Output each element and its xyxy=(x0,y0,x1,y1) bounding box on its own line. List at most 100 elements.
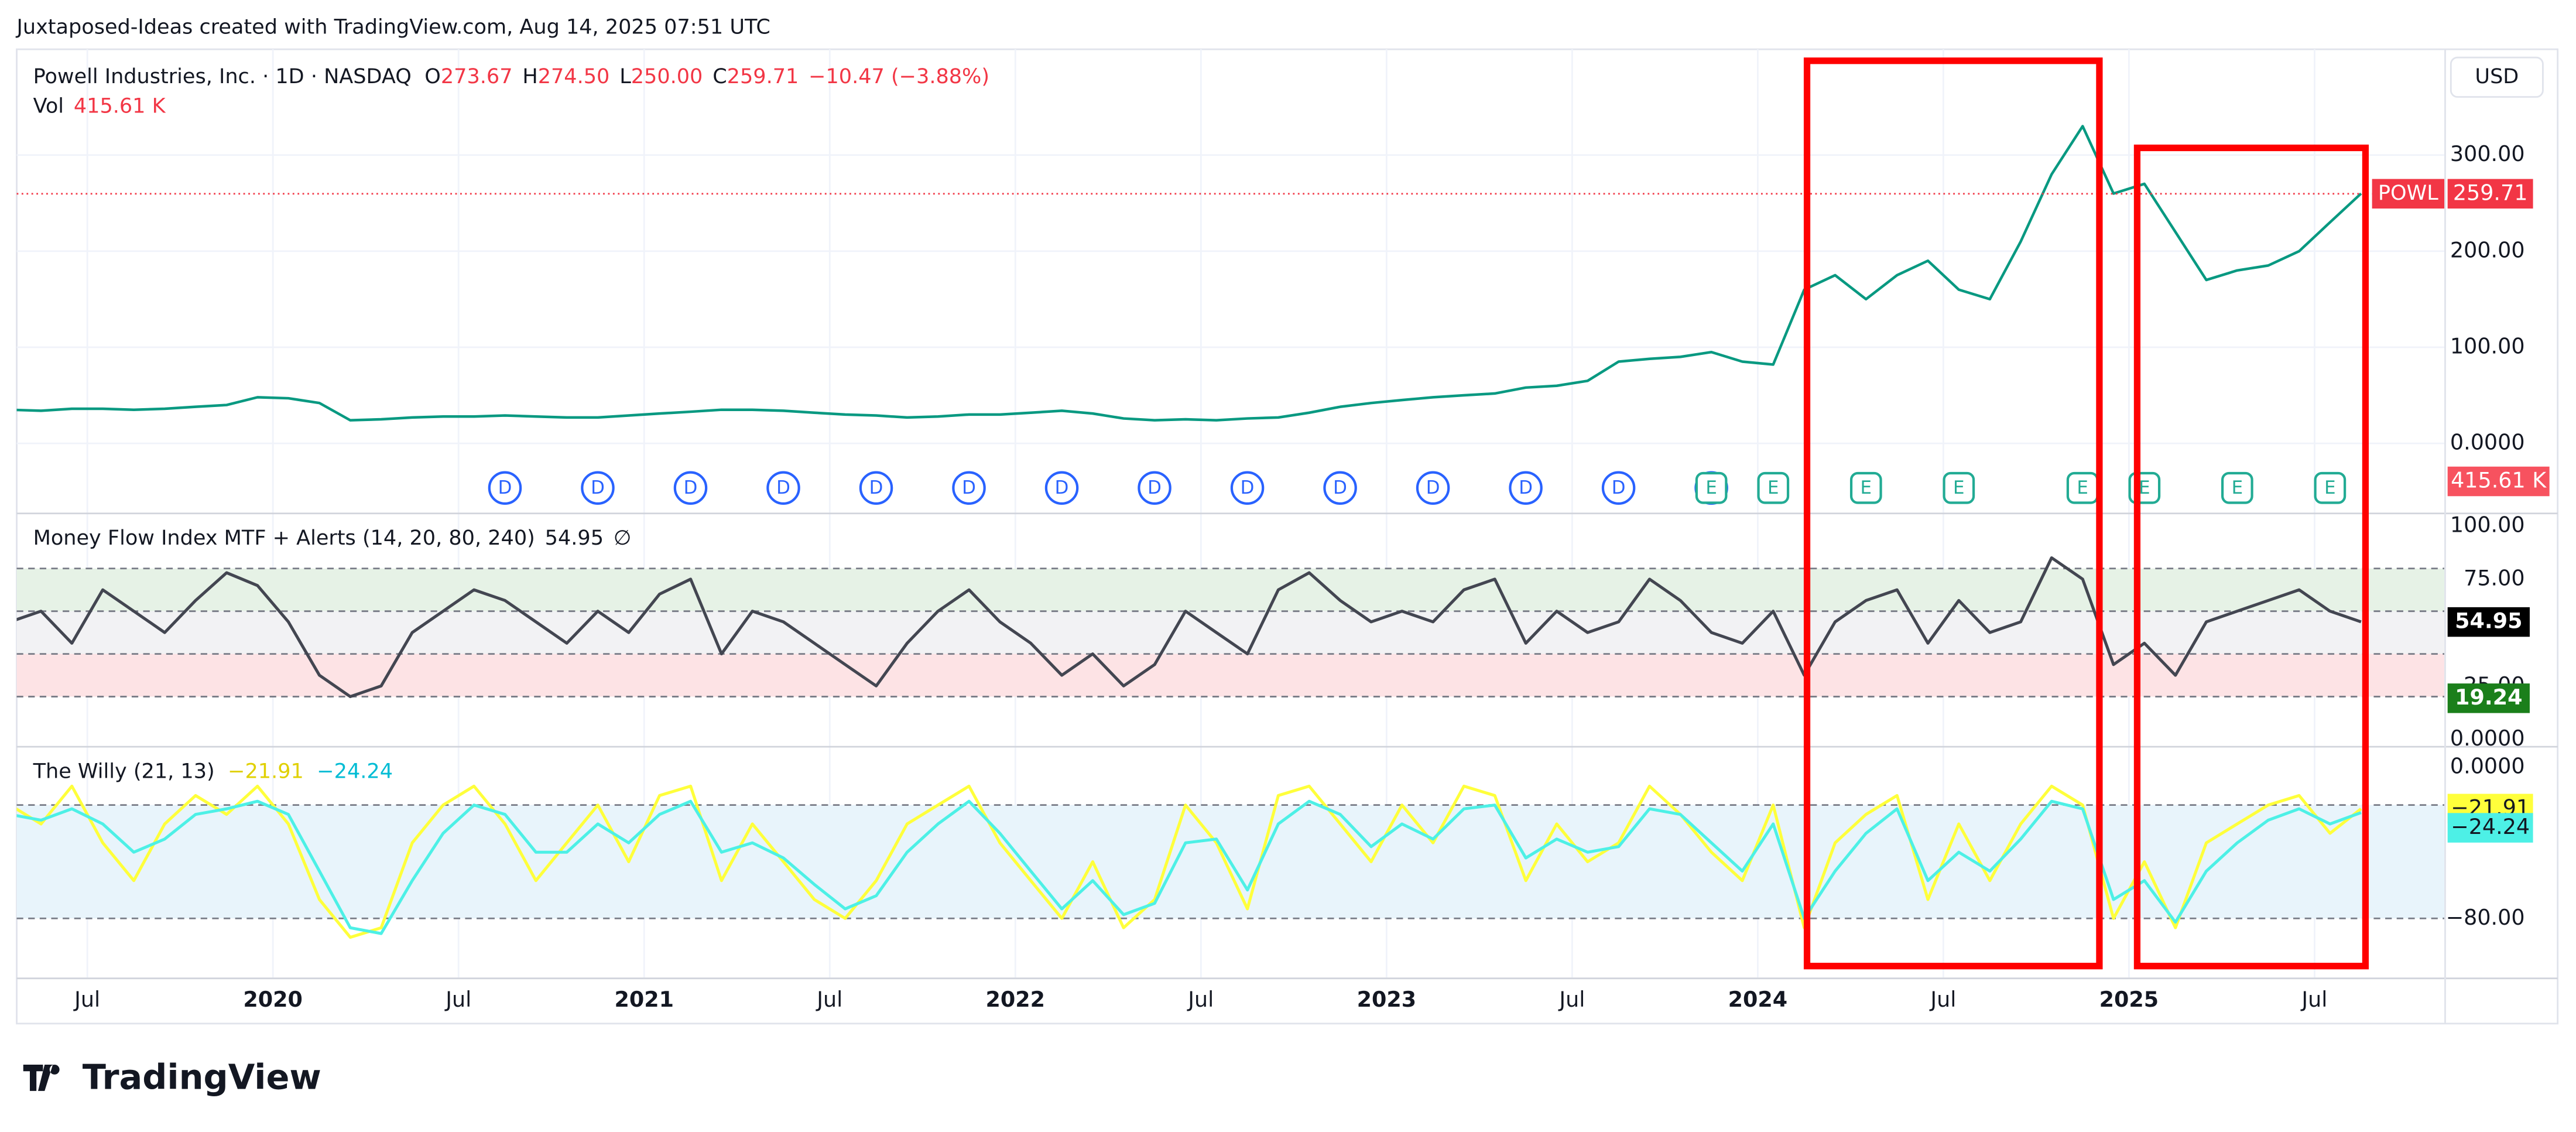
value-tag xyxy=(2447,607,2530,637)
legend-title: Powell Industries, Inc. · 1D · NASDAQ xyxy=(33,64,412,88)
willy-value: −21.91 xyxy=(228,760,304,784)
x-tick-label: Jul xyxy=(444,987,471,1012)
ohlc-value: 250.00 xyxy=(631,64,703,88)
ohlc-key: L xyxy=(619,64,631,88)
x-tick-label: 2022 xyxy=(986,987,1045,1012)
attribution: Juxtaposed-Ideas created with TradingVie… xyxy=(16,15,770,39)
event-marker xyxy=(859,471,893,505)
willy-title: The Willy (21, 13) xyxy=(33,760,215,784)
value-tag-label: 19.24 xyxy=(2455,685,2522,710)
mfi-symbol: ∅ xyxy=(614,526,632,550)
x-tick-label: 2024 xyxy=(1728,987,1788,1012)
value-tag-label: −24.24 xyxy=(2451,814,2530,839)
currency-button[interactable] xyxy=(2450,56,2544,98)
volume-tag-label: 415.61 K xyxy=(2451,468,2547,493)
legend: Powell Industries, Inc. · 1D · NASDAQ O27… xyxy=(33,64,989,88)
event-label: D xyxy=(1612,477,1626,498)
currency[interactable]: USD xyxy=(2475,64,2519,88)
band xyxy=(16,568,2445,611)
event-marker xyxy=(1601,471,1636,505)
event-marker xyxy=(1230,471,1265,505)
x-tick-label: Jul xyxy=(1558,987,1585,1012)
event-label: D xyxy=(591,477,605,498)
ohlc-value: 273.67 xyxy=(441,64,513,88)
ohlc-value: 274.50 xyxy=(538,64,610,88)
price-tag-label: 259.71 xyxy=(2453,180,2528,205)
event-marker xyxy=(2221,471,2253,504)
series-line xyxy=(16,556,2362,699)
event-label: E xyxy=(2139,477,2150,498)
y-tick-label: 0.0000 xyxy=(2450,430,2525,455)
event-label: D xyxy=(1426,477,1440,498)
price-tag xyxy=(2447,179,2533,209)
event-label: E xyxy=(1953,477,1965,498)
event-label: D xyxy=(1333,477,1347,498)
event-marker xyxy=(581,471,615,505)
chart-frame xyxy=(16,48,2559,1025)
x-tick-label: Jul xyxy=(1187,987,1214,1012)
value-tag xyxy=(2447,683,2530,713)
symbol-label: POWL xyxy=(2378,181,2438,205)
event-marker xyxy=(488,471,522,505)
series-line xyxy=(16,784,2362,939)
y-tick-label: 200.00 xyxy=(2450,237,2525,262)
event-marker xyxy=(1138,471,1171,505)
event-marker xyxy=(766,471,800,505)
volume-legend: Vol 415.61 K xyxy=(33,94,166,118)
highlight-box xyxy=(2133,144,2369,970)
logo-text: TradingView xyxy=(83,1056,321,1097)
band xyxy=(16,654,2445,697)
willy-value: −24.24 xyxy=(317,760,393,784)
event-label: D xyxy=(684,477,698,498)
mfi-legend: Money Flow Index MTF + Alerts (14, 20, 8… xyxy=(33,526,632,550)
event-label: E xyxy=(2232,477,2243,498)
event-marker xyxy=(1416,471,1450,505)
event-label: E xyxy=(1767,477,1779,498)
x-tick-label: Jul xyxy=(73,987,100,1012)
event-marker xyxy=(1323,471,1357,505)
y-tick-label: −80.00 xyxy=(2446,905,2525,930)
mfi-title: Money Flow Index MTF + Alerts (14, 20, 8… xyxy=(33,526,535,550)
y-tick-label: 75.00 xyxy=(2464,565,2524,590)
plot-area xyxy=(16,125,2445,939)
y-tick-label: 100.00 xyxy=(2450,512,2525,537)
volume-key: Vol xyxy=(33,94,64,118)
x-tick-label: 2025 xyxy=(2099,987,2159,1012)
x-tick-label: 2020 xyxy=(243,987,303,1012)
event-label: D xyxy=(1055,477,1069,498)
event-label: D xyxy=(869,477,883,498)
mfi-value: 54.95 xyxy=(545,526,604,550)
event-label: E xyxy=(1705,477,1717,498)
event-label: E xyxy=(2077,477,2088,498)
x-tick-label: 2021 xyxy=(614,987,674,1012)
ohlc-key: C xyxy=(712,64,727,88)
event-label: E xyxy=(1861,477,1872,498)
event-marker xyxy=(1509,471,1543,505)
logo: TradingView xyxy=(23,1056,321,1097)
x-tick-label: Jul xyxy=(816,987,842,1012)
event-marker xyxy=(1695,471,1728,504)
event-label: D xyxy=(776,477,790,498)
event-label: D xyxy=(498,477,512,498)
event-marker xyxy=(1757,471,1790,504)
event-marker xyxy=(952,471,986,505)
ohlc-value: 259.71 xyxy=(727,64,799,88)
y-tick-label: 300.00 xyxy=(2450,141,2525,166)
value-tag xyxy=(2447,813,2533,843)
symbol-tag xyxy=(2372,179,2445,209)
series-line xyxy=(16,125,2362,422)
x-tick-label: Jul xyxy=(2300,987,2327,1012)
x-tick-label: Jul xyxy=(1929,987,1956,1012)
event-label: D xyxy=(1241,477,1255,498)
ohlc-key: O xyxy=(424,64,441,88)
willy-legend: The Willy (21, 13) −21.91 −24.24 xyxy=(33,760,393,784)
y-tick-label: 0.0000 xyxy=(2450,726,2525,751)
highlight-box xyxy=(1803,57,2103,970)
value-tag-label: 54.95 xyxy=(2455,608,2522,634)
event-label: E xyxy=(2324,477,2335,498)
event-marker xyxy=(1044,471,1079,505)
ohlc-key: H xyxy=(522,64,537,88)
